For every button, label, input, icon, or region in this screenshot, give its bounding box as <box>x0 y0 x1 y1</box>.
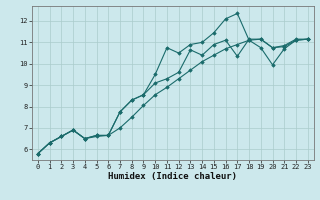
X-axis label: Humidex (Indice chaleur): Humidex (Indice chaleur) <box>108 172 237 181</box>
